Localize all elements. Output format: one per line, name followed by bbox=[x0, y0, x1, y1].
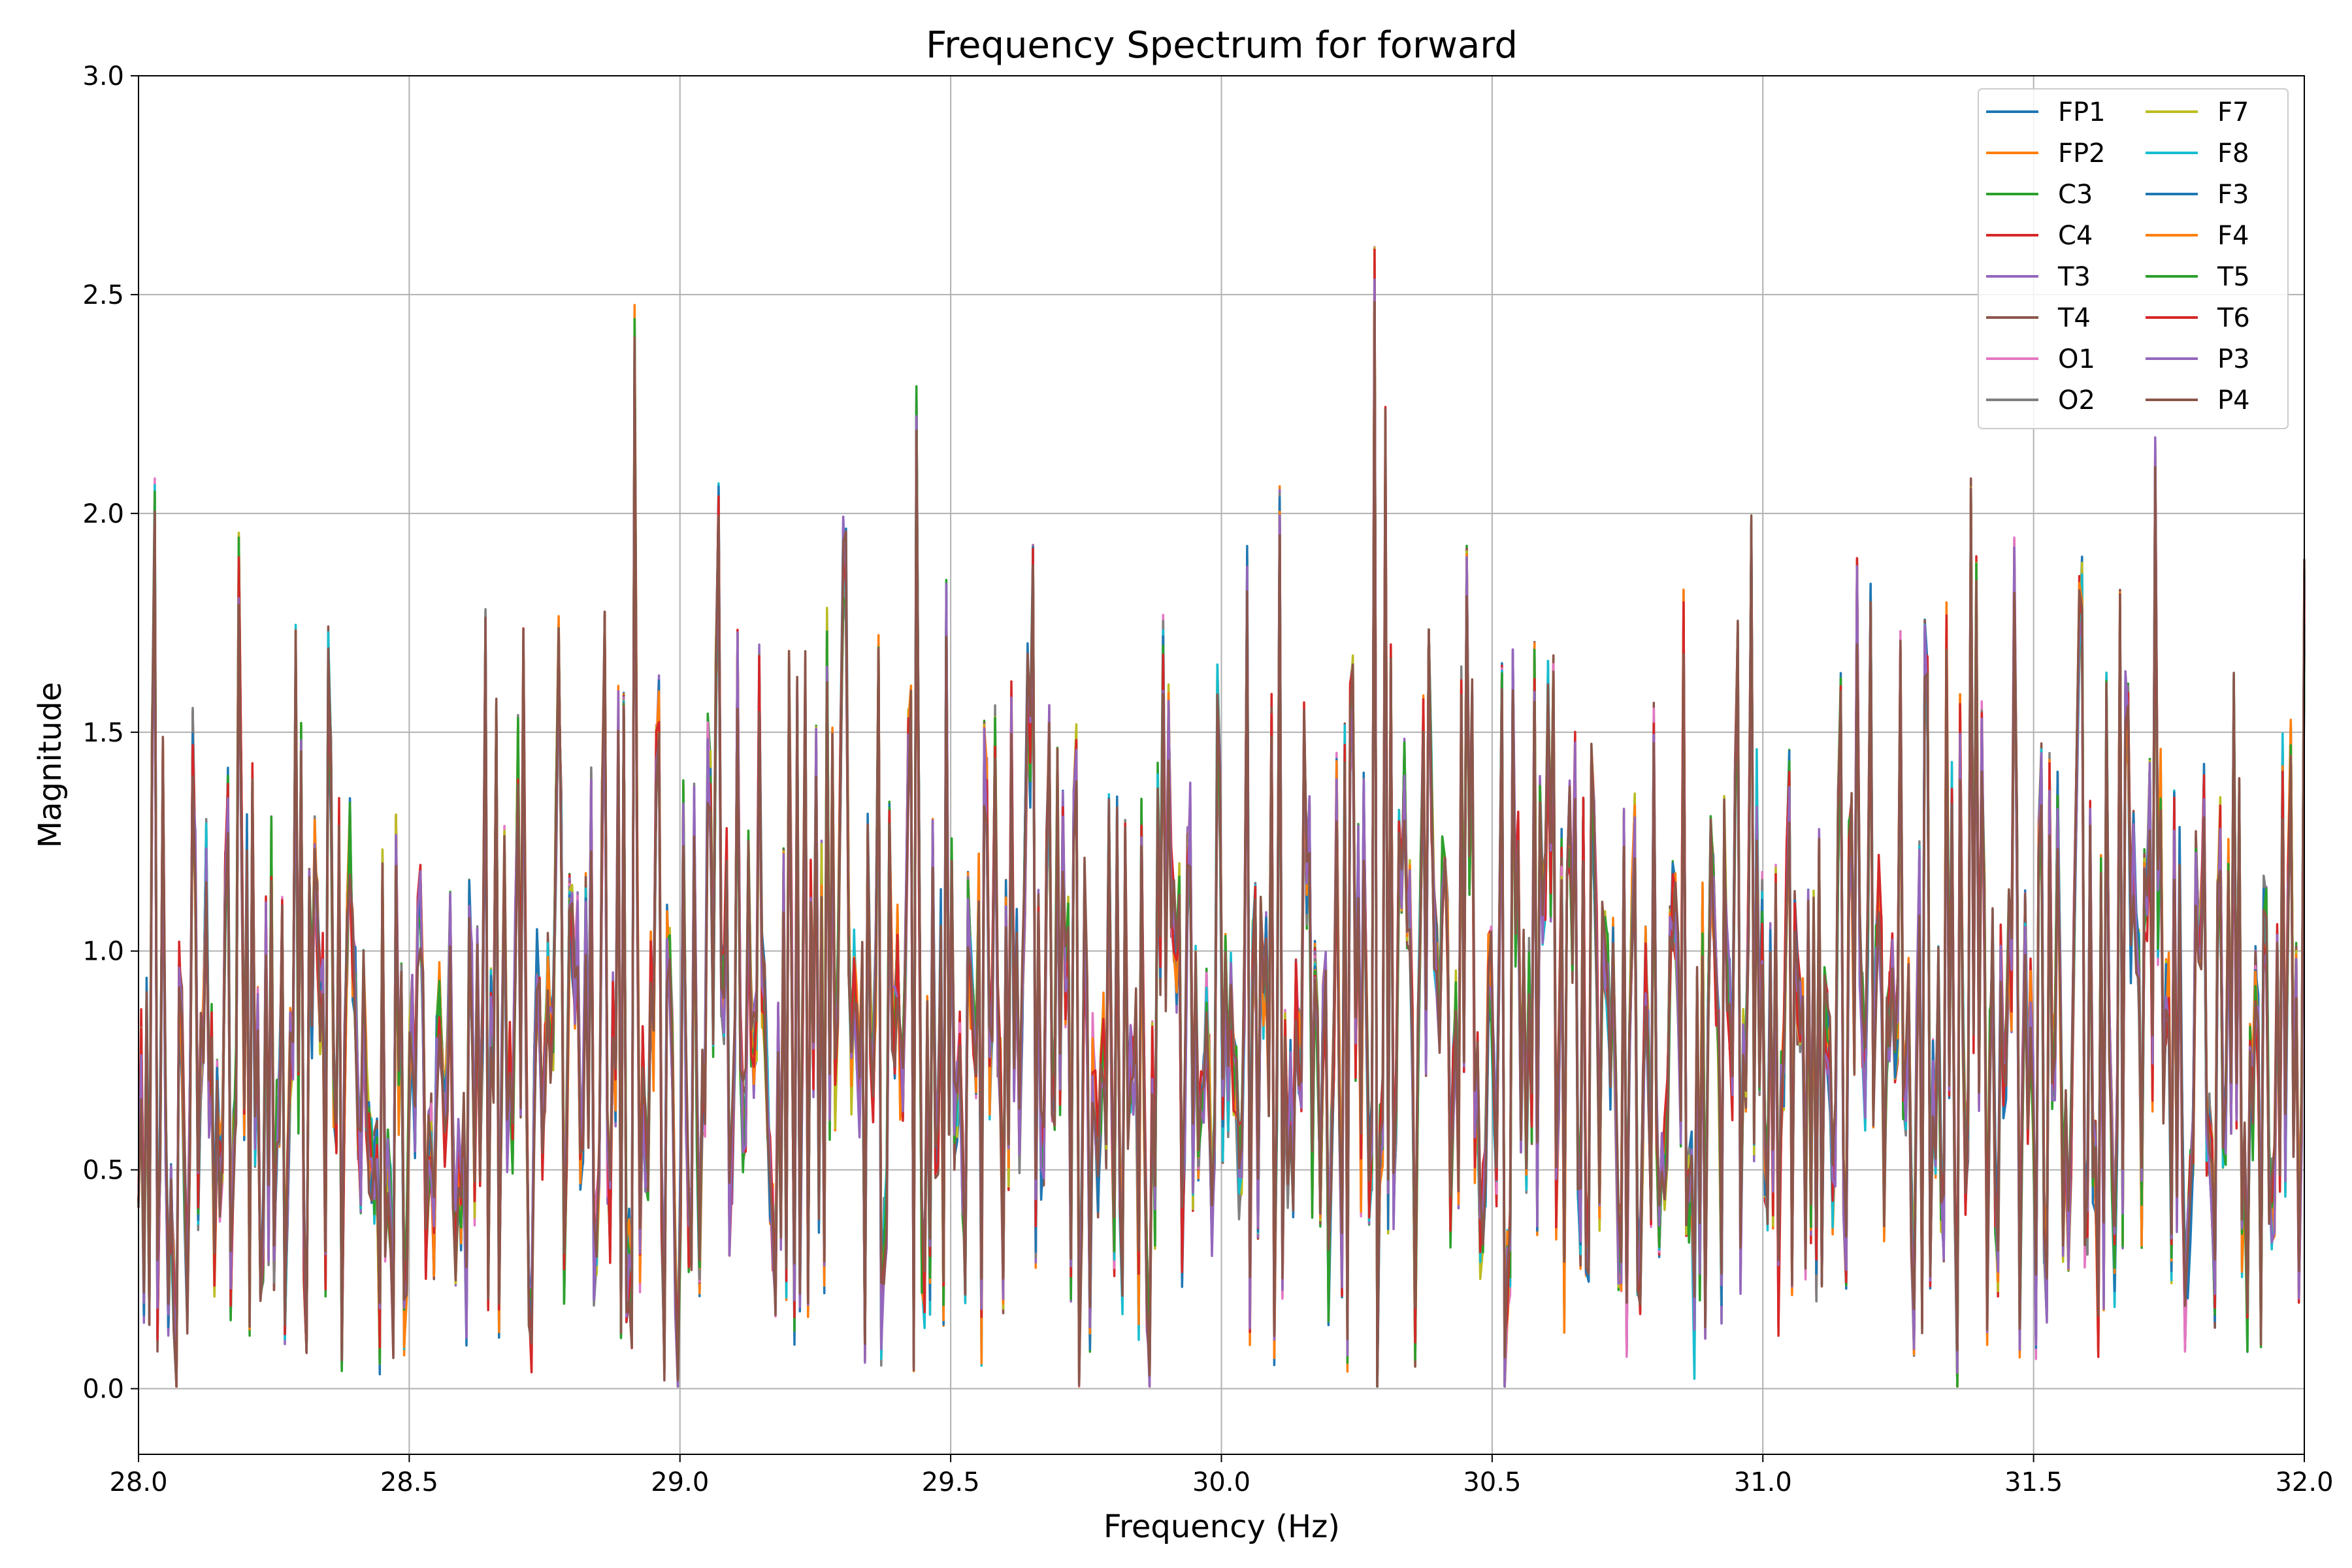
legend-label: T3 bbox=[2057, 262, 2091, 292]
y-tick-label: 2.0 bbox=[82, 499, 124, 529]
legend-label: T5 bbox=[2217, 262, 2250, 292]
legend-label: FP2 bbox=[2058, 139, 2106, 169]
y-tick-label: 1.5 bbox=[82, 718, 124, 748]
x-tick-label: 32.0 bbox=[2275, 1467, 2333, 1497]
legend-label: F3 bbox=[2217, 180, 2249, 210]
legend-label: C4 bbox=[2058, 221, 2093, 251]
series-line-p4 bbox=[137, 301, 2306, 1388]
y-tick-label: 0.0 bbox=[82, 1375, 124, 1405]
legend-label: F8 bbox=[2217, 139, 2249, 169]
legend-label: C3 bbox=[2058, 180, 2093, 210]
legend-label: P4 bbox=[2217, 385, 2250, 416]
legend-label: T4 bbox=[2057, 303, 2091, 333]
x-tick-label: 31.0 bbox=[1734, 1467, 1792, 1497]
y-axis: 0.0 0.5 1.0 1.5 2.0 2.5 3.0 bbox=[82, 61, 139, 1405]
x-axis-label: Frequency (Hz) bbox=[1103, 1509, 1340, 1545]
x-tick-label: 30.5 bbox=[1463, 1467, 1521, 1497]
y-tick-label: 0.5 bbox=[82, 1156, 124, 1186]
x-axis: 28.0 28.5 29.0 29.5 30.0 30.5 31.0 31.5 32.0 bbox=[109, 1454, 2334, 1497]
x-tick-label: 30.0 bbox=[1192, 1467, 1250, 1497]
legend-label: FP1 bbox=[2058, 97, 2106, 127]
x-tick-label: 29.0 bbox=[651, 1467, 709, 1497]
y-tick-label: 3.0 bbox=[82, 61, 124, 91]
legend-label: F4 bbox=[2217, 221, 2249, 251]
x-tick-label: 31.5 bbox=[2004, 1467, 2063, 1497]
y-tick-label: 1.0 bbox=[82, 937, 124, 967]
x-tick-label: 28.5 bbox=[380, 1467, 438, 1497]
series-layer bbox=[137, 246, 2306, 1388]
legend-box bbox=[1978, 88, 2289, 429]
y-tick-label: 2.5 bbox=[82, 280, 124, 310]
chart-title: Frequency Spectrum for forward bbox=[926, 24, 1518, 67]
legend-label: P3 bbox=[2217, 344, 2250, 374]
legend: FP1 FP2 C3 C4 T3 T4 O1 O2 F7 F8 F3 F4 T5 T6 P3 P4 bbox=[1978, 88, 2289, 429]
plot-area bbox=[137, 75, 2306, 1455]
legend-label: O2 bbox=[2058, 385, 2095, 416]
y-axis-label: Magnitude bbox=[32, 682, 69, 848]
legend-label: T6 bbox=[2217, 303, 2250, 333]
x-tick-label: 28.0 bbox=[109, 1467, 167, 1497]
x-tick-label: 29.5 bbox=[922, 1467, 980, 1497]
legend-label: F7 bbox=[2217, 97, 2249, 127]
legend-label: O1 bbox=[2058, 344, 2095, 374]
